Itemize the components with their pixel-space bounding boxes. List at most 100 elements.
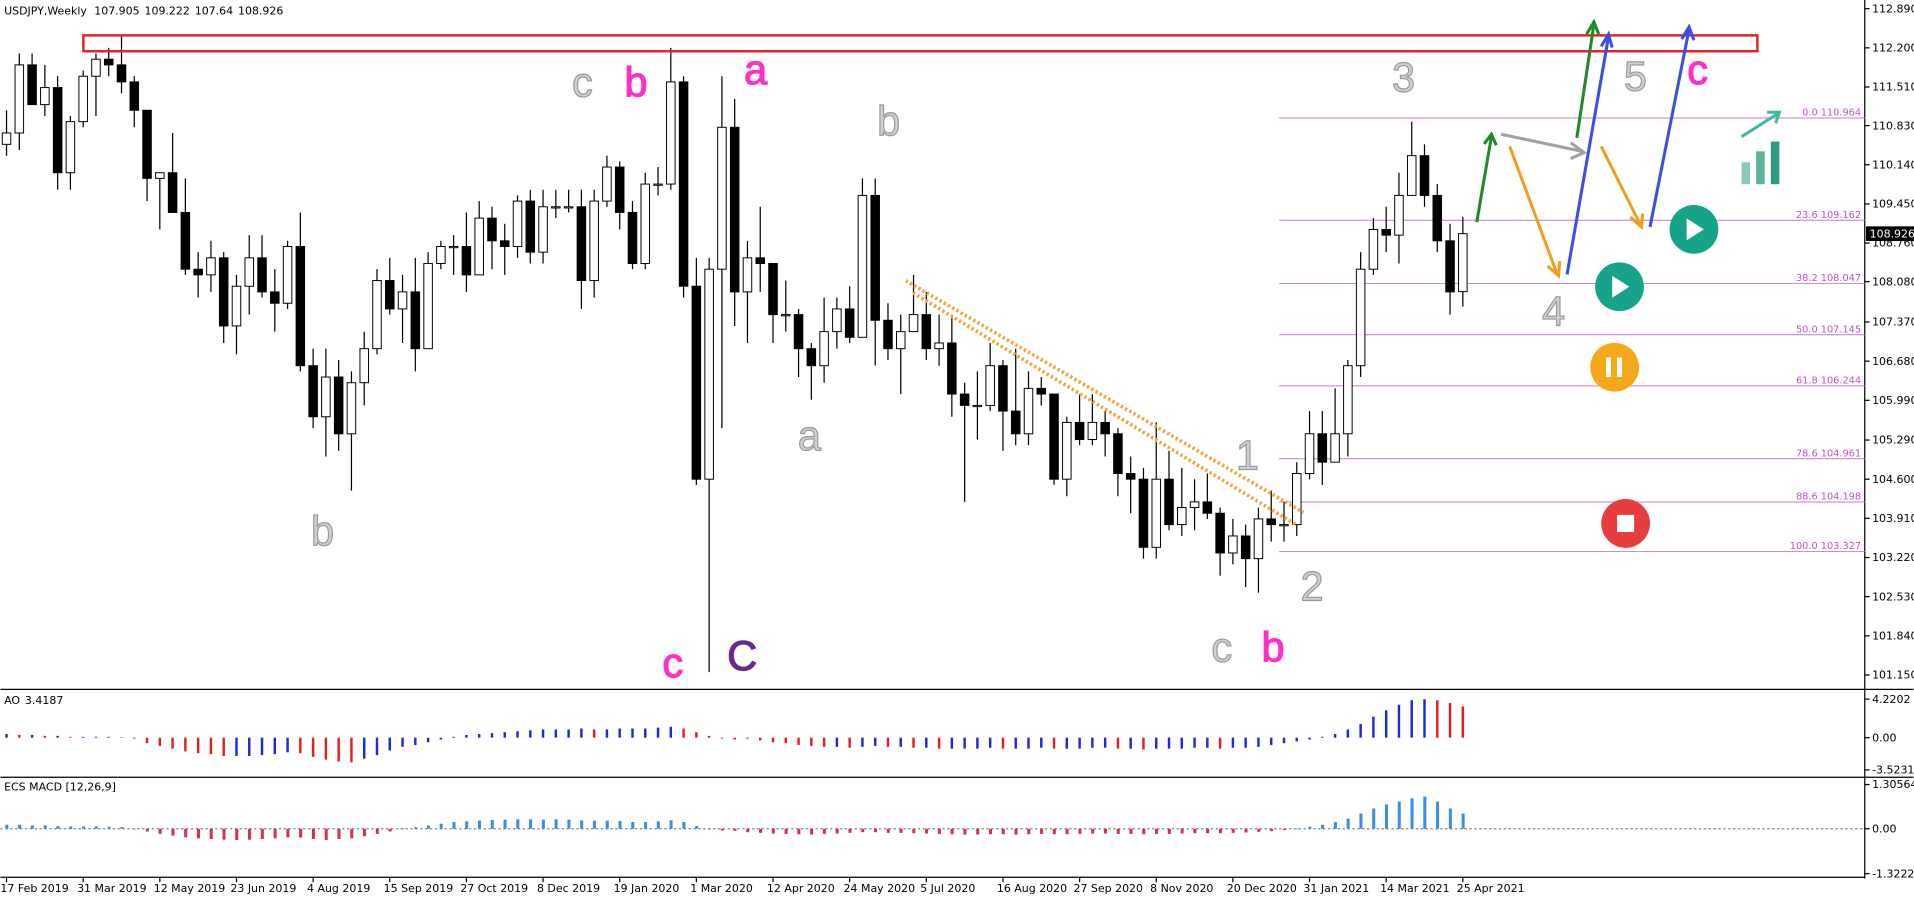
candle-body	[704, 268, 714, 480]
y-tick-label: 102.530	[1872, 590, 1914, 603]
ao-bar	[1384, 710, 1388, 738]
candle-body	[512, 200, 523, 247]
candle-body	[870, 194, 880, 321]
candle-body	[1419, 155, 1430, 196]
ao-bar	[988, 737, 992, 748]
ao-bar	[580, 728, 583, 738]
candle-body	[972, 404, 983, 408]
wave-label: c	[572, 58, 593, 105]
ao-bar	[426, 737, 430, 743]
macd-bar	[1078, 828, 1082, 834]
candle-body	[308, 365, 318, 418]
ao-bar	[529, 730, 532, 738]
macd-bar	[426, 825, 430, 829]
macd-bar	[439, 823, 443, 829]
macd-bar	[516, 819, 520, 829]
candle-body	[1113, 433, 1123, 475]
candle-body	[1215, 512, 1225, 554]
candle-body	[142, 109, 152, 179]
macd-bar	[286, 828, 290, 838]
candle-body	[551, 206, 561, 209]
candle-body	[883, 319, 893, 350]
ao-bar	[835, 737, 839, 747]
ao-bar	[439, 737, 443, 740]
ao-bar	[401, 737, 404, 747]
wave-label: a	[744, 46, 768, 93]
macd-bar	[1461, 813, 1465, 829]
candle-body	[218, 257, 229, 327]
macd-bar	[1206, 828, 1210, 834]
candle-body	[806, 348, 817, 367]
candle-body	[742, 257, 753, 293]
candle-body	[499, 240, 510, 247]
macd-bar	[1372, 808, 1376, 829]
macd-bar	[1001, 828, 1005, 835]
candle-body	[908, 314, 919, 333]
ao-bar	[695, 732, 698, 738]
candle-body	[372, 280, 382, 350]
candle-body	[678, 81, 689, 287]
macd-bar	[707, 828, 711, 830]
ao-bar	[465, 734, 468, 738]
x-tick-label: 27 Oct 2019	[460, 882, 528, 895]
macd-bar	[311, 828, 315, 839]
macd-bar	[746, 828, 750, 833]
candle-body	[1406, 155, 1417, 196]
wave-label: 2	[1301, 562, 1324, 609]
macd-bar	[1333, 822, 1337, 829]
ao-bar	[886, 737, 890, 747]
macd-bar	[222, 828, 226, 840]
ao-bar	[784, 737, 788, 744]
macd-bar	[720, 828, 724, 831]
candle-body	[895, 331, 906, 350]
macd-bar	[5, 824, 9, 829]
candle-body	[1036, 387, 1047, 395]
candle-body	[1343, 365, 1353, 435]
macd-bar	[1244, 828, 1248, 833]
ao-bar	[184, 737, 187, 752]
macd-bar	[1091, 828, 1095, 834]
macd-bar	[337, 828, 341, 839]
macd-bar	[1269, 828, 1274, 832]
ao-bar	[503, 732, 506, 738]
x-tick-label: 25 Apr 2021	[1457, 882, 1525, 895]
macd-bar	[1129, 828, 1133, 834]
macd-bar	[1218, 828, 1222, 834]
macd-bar	[1282, 828, 1286, 831]
candle-body	[1062, 421, 1072, 480]
ao-bar	[248, 737, 251, 756]
macd-bar	[937, 828, 941, 834]
candle-body	[116, 64, 127, 83]
ao-bar	[1052, 737, 1056, 749]
macd-bar	[145, 828, 149, 832]
ao-bar	[1346, 729, 1350, 738]
candle-body	[1189, 501, 1200, 509]
y-tick-label: 106.680	[1872, 355, 1914, 368]
candle-body	[602, 166, 612, 202]
macd-bar	[375, 828, 379, 834]
candle-body	[1394, 194, 1404, 236]
ao-bar	[1448, 702, 1452, 738]
ao-bar	[1308, 737, 1311, 740]
macd-bar	[567, 819, 571, 829]
macd-bar	[107, 826, 111, 829]
ao-bar	[120, 737, 123, 738]
candle-body	[844, 308, 855, 338]
ao-bar	[1461, 706, 1465, 738]
candle-body	[1023, 387, 1034, 435]
candle-body	[1381, 228, 1391, 236]
ao-bar	[592, 729, 596, 738]
fib-label: 38.2 108.047	[1796, 273, 1861, 284]
macd-bar	[797, 828, 801, 835]
macd-bar	[235, 828, 239, 840]
macd-bar	[822, 828, 826, 834]
x-tick-label: 1 Mar 2020	[690, 882, 753, 895]
price-tag-label: 108.926	[1870, 227, 1914, 240]
y-tick-label: 105.290	[1872, 434, 1914, 447]
ohlc-close: 108.926	[238, 5, 283, 18]
y-tick-label: 101.840	[1872, 630, 1914, 643]
ao-bar	[1116, 737, 1120, 749]
ao-bar	[299, 737, 302, 754]
ao-bar	[1091, 737, 1094, 748]
x-tick-label: 14 Mar 2021	[1380, 882, 1450, 895]
